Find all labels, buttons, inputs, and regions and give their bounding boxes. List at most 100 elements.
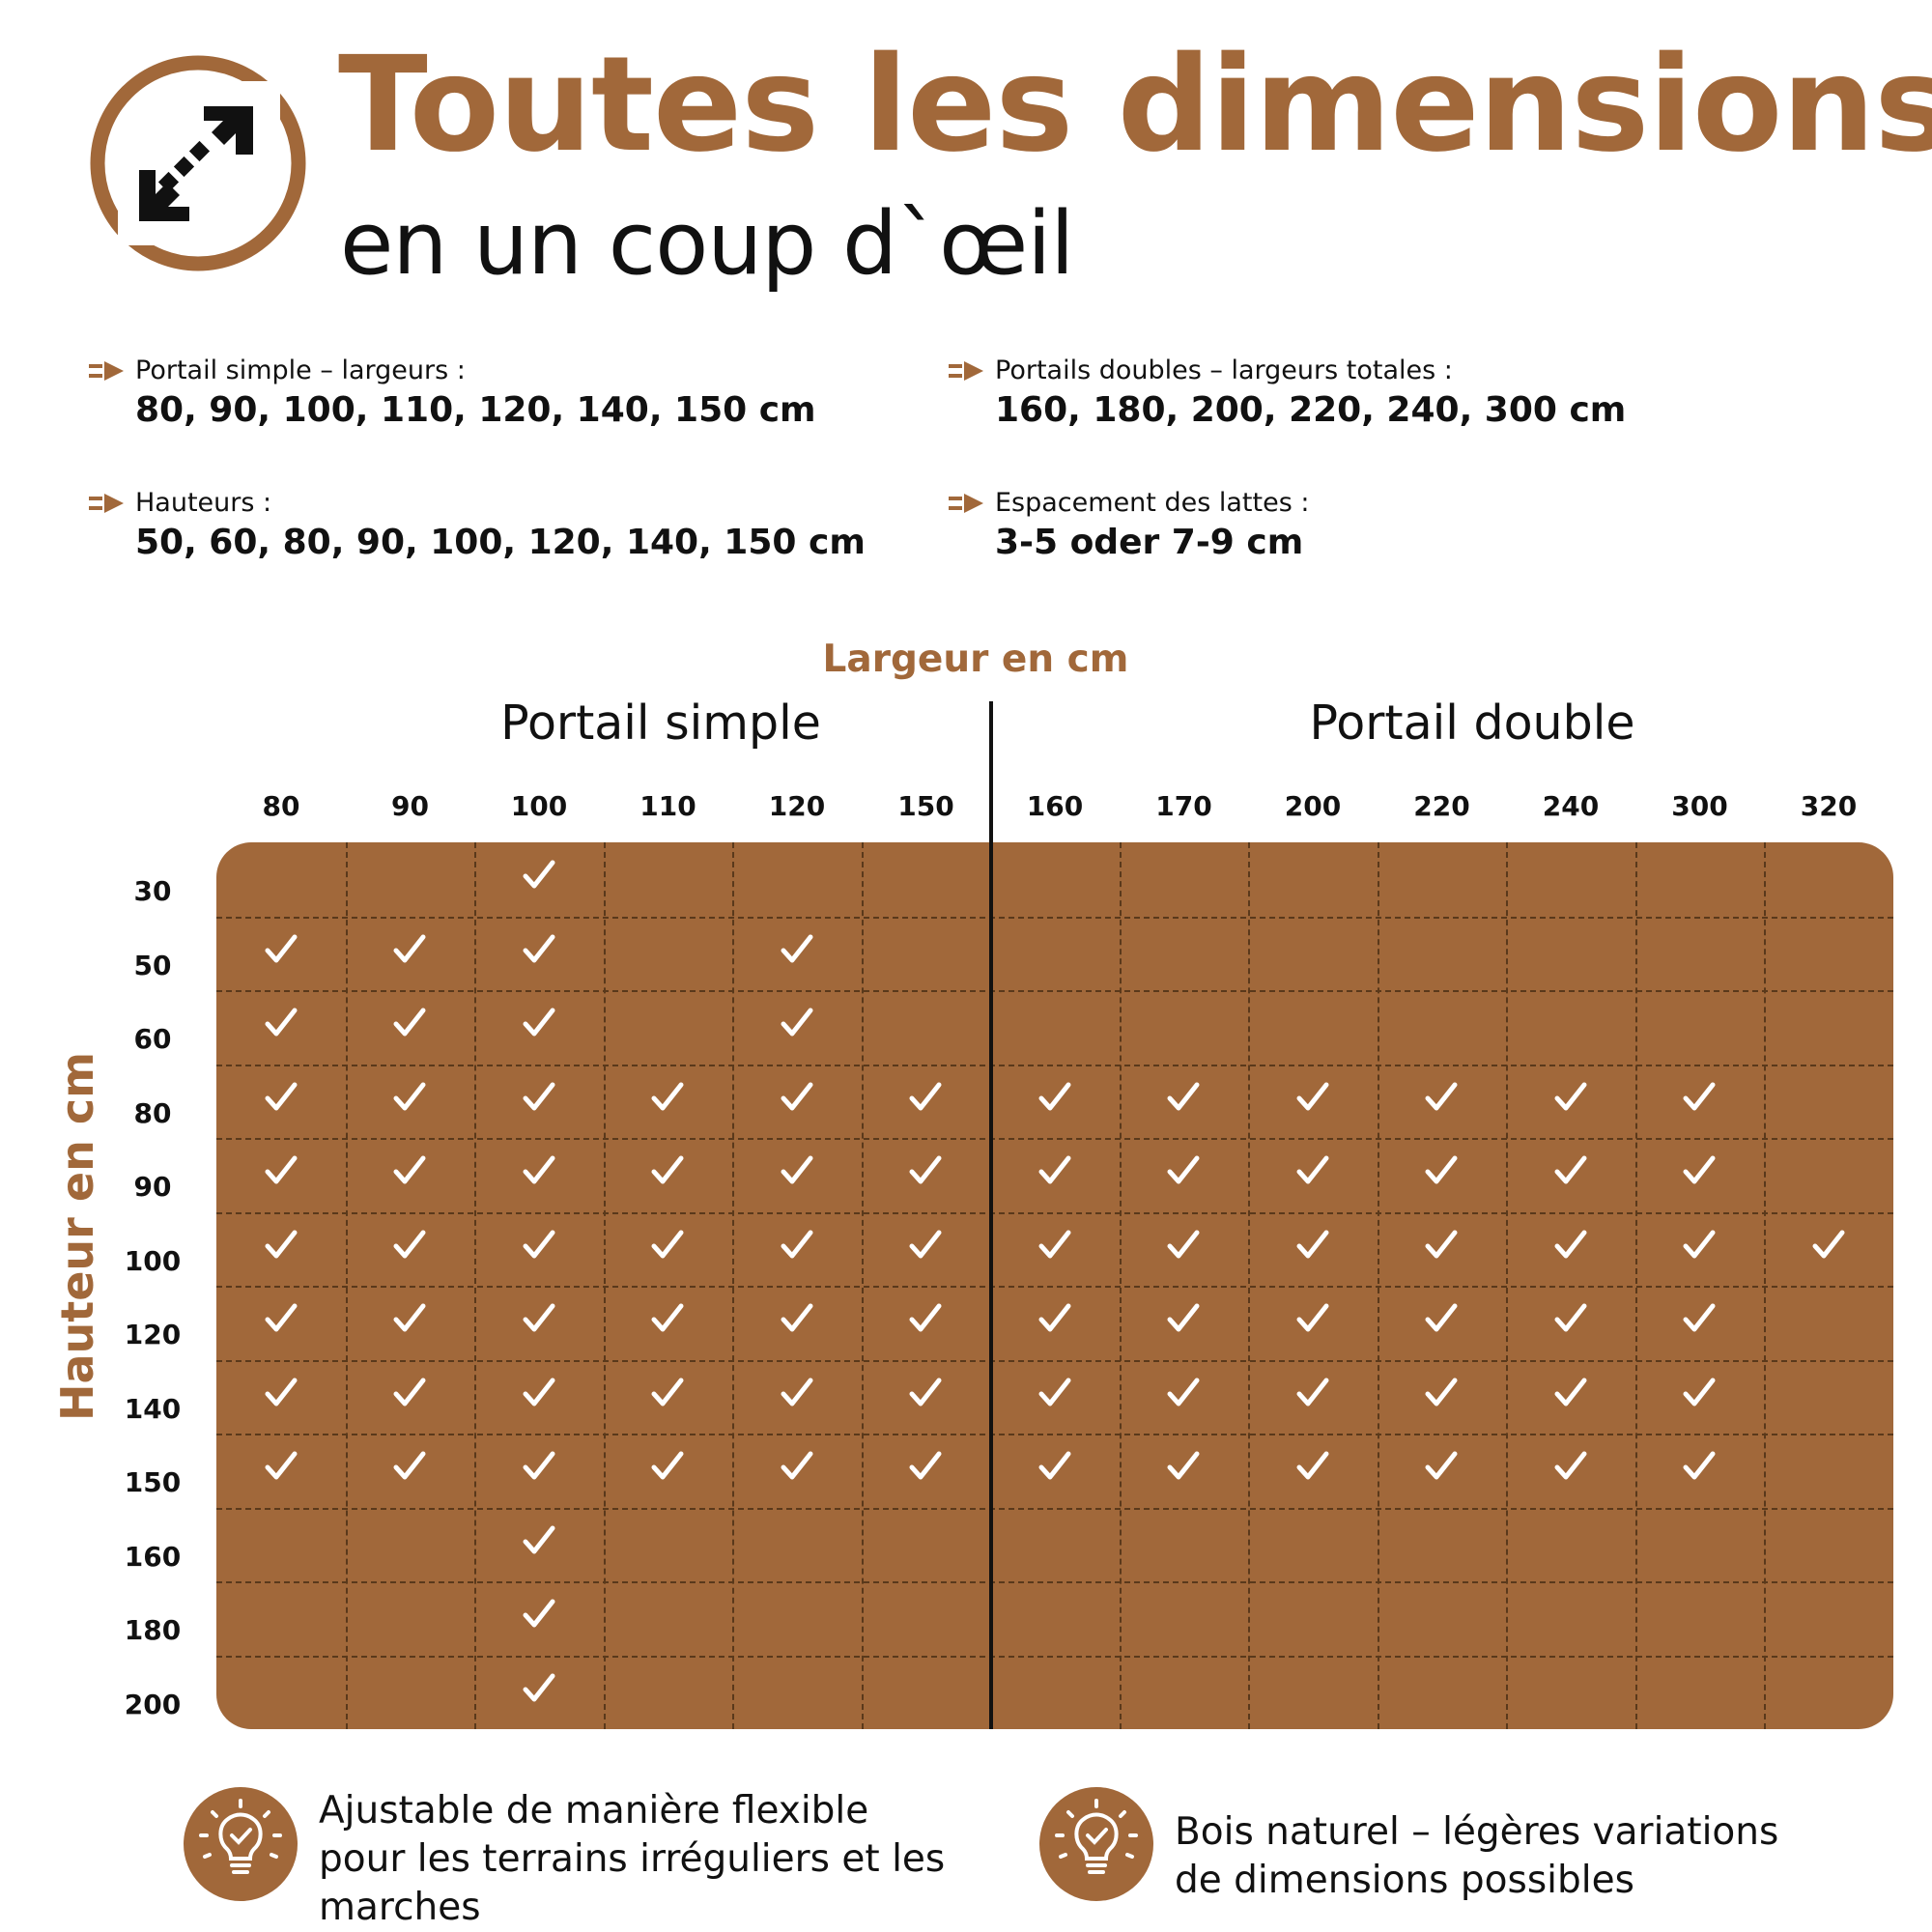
available-check-icon bbox=[1551, 1226, 1590, 1264]
available-check-icon bbox=[906, 1447, 945, 1486]
available-check-icon bbox=[1164, 1299, 1203, 1338]
available-check-icon bbox=[520, 1521, 558, 1560]
grid-row-line bbox=[216, 1211, 1893, 1214]
note-line: pour les terrains irréguliers et les bbox=[319, 1837, 946, 1881]
available-check-icon bbox=[1422, 1078, 1461, 1117]
available-check-icon bbox=[1680, 1374, 1719, 1412]
grid-row-line bbox=[216, 1359, 1893, 1362]
grid-row-line bbox=[216, 916, 1893, 919]
available-check-icon bbox=[1164, 1374, 1203, 1412]
resize-diagonal-arrows-icon bbox=[89, 54, 307, 272]
available-check-icon bbox=[1422, 1226, 1461, 1264]
row-header: 30 bbox=[133, 875, 172, 908]
lightbulb-check-icon bbox=[184, 1787, 298, 1901]
spec-value: 80, 90, 100, 110, 120, 140, 150 cm bbox=[135, 390, 816, 430]
available-check-icon bbox=[520, 1447, 558, 1486]
available-check-icon bbox=[1293, 1078, 1332, 1117]
available-check-icon bbox=[390, 1374, 429, 1412]
spec-label: Hauteurs : bbox=[135, 488, 272, 518]
column-header: 80 bbox=[262, 790, 300, 822]
available-check-icon bbox=[1164, 1447, 1203, 1486]
column-header: 240 bbox=[1542, 790, 1600, 822]
available-check-icon bbox=[1293, 1374, 1332, 1412]
column-header: 120 bbox=[768, 790, 826, 822]
group-double-label: Portail double bbox=[1309, 696, 1635, 751]
note-line: Bois naturel – légères variations bbox=[1175, 1810, 1779, 1854]
note-text: Ajustable de manière flexible pour les t… bbox=[319, 1787, 945, 1932]
available-check-icon bbox=[906, 1078, 945, 1117]
available-check-icon bbox=[906, 1151, 945, 1190]
column-header: 220 bbox=[1413, 790, 1470, 822]
available-check-icon bbox=[1293, 1299, 1332, 1338]
available-check-icon bbox=[262, 1004, 300, 1042]
available-check-icon bbox=[1551, 1299, 1590, 1338]
grid-row-line bbox=[216, 1581, 1893, 1583]
available-check-icon bbox=[520, 1595, 558, 1634]
available-check-icon bbox=[390, 1151, 429, 1190]
spec-label: Portails doubles – largeurs totales : bbox=[995, 355, 1453, 385]
grid-row-line bbox=[216, 990, 1893, 992]
grid-row-line bbox=[216, 1138, 1893, 1140]
available-check-icon bbox=[262, 1374, 300, 1412]
row-header: 120 bbox=[124, 1319, 182, 1351]
available-check-icon bbox=[1422, 1447, 1461, 1486]
available-check-icon bbox=[778, 1374, 816, 1412]
page-subtitle: en un coup d`œil bbox=[340, 193, 1074, 295]
available-check-icon bbox=[1422, 1374, 1461, 1412]
available-check-icon bbox=[778, 1447, 816, 1486]
available-check-icon bbox=[390, 1226, 429, 1264]
available-check-icon bbox=[520, 856, 558, 895]
available-check-icon bbox=[390, 1004, 429, 1042]
available-check-icon bbox=[1680, 1226, 1719, 1264]
available-check-icon bbox=[262, 930, 300, 969]
available-check-icon bbox=[1036, 1299, 1074, 1338]
available-check-icon bbox=[1422, 1299, 1461, 1338]
row-header: 60 bbox=[133, 1023, 172, 1056]
available-check-icon bbox=[1809, 1226, 1848, 1264]
available-check-icon bbox=[1551, 1447, 1590, 1486]
available-check-icon bbox=[648, 1374, 687, 1412]
available-check-icon bbox=[520, 1151, 558, 1190]
available-check-icon bbox=[262, 1299, 300, 1338]
row-header: 160 bbox=[124, 1540, 182, 1573]
column-header: 300 bbox=[1671, 790, 1728, 822]
available-check-icon bbox=[1422, 1151, 1461, 1190]
width-axis-label: Largeur en cm bbox=[822, 638, 1129, 681]
row-header: 90 bbox=[133, 1171, 172, 1204]
lightbulb-check-icon bbox=[1039, 1787, 1153, 1901]
height-axis-label: Hauteur en cm bbox=[51, 1051, 103, 1422]
row-header: 140 bbox=[124, 1392, 182, 1425]
available-check-icon bbox=[906, 1299, 945, 1338]
available-check-icon bbox=[1680, 1299, 1719, 1338]
available-check-icon bbox=[648, 1226, 687, 1264]
note-line: de dimensions possibles bbox=[1175, 1859, 1634, 1902]
grid-row-line bbox=[216, 1434, 1893, 1435]
available-check-icon bbox=[520, 1004, 558, 1042]
grid-row-line bbox=[216, 1655, 1893, 1658]
column-header: 170 bbox=[1155, 790, 1212, 822]
available-check-icon bbox=[778, 1078, 816, 1117]
spec-label: Portail simple – largeurs : bbox=[135, 355, 466, 385]
spec-label: Espacement des lattes : bbox=[995, 488, 1310, 518]
column-header: 100 bbox=[510, 790, 568, 822]
available-check-icon bbox=[520, 1669, 558, 1708]
available-check-icon bbox=[390, 930, 429, 969]
available-check-icon bbox=[390, 1078, 429, 1117]
available-check-icon bbox=[648, 1078, 687, 1117]
available-check-icon bbox=[1680, 1447, 1719, 1486]
available-check-icon bbox=[1680, 1151, 1719, 1190]
available-check-icon bbox=[520, 1226, 558, 1264]
available-check-icon bbox=[520, 1078, 558, 1117]
available-check-icon bbox=[1036, 1078, 1074, 1117]
available-check-icon bbox=[1293, 1226, 1332, 1264]
available-check-icon bbox=[1036, 1151, 1074, 1190]
arrow-right-icon bbox=[89, 494, 124, 513]
group-simple-label: Portail simple bbox=[500, 696, 821, 751]
row-header: 80 bbox=[133, 1096, 172, 1129]
available-check-icon bbox=[262, 1447, 300, 1486]
available-check-icon bbox=[1293, 1151, 1332, 1190]
row-header: 180 bbox=[124, 1614, 182, 1647]
available-check-icon bbox=[1551, 1078, 1590, 1117]
available-check-icon bbox=[778, 1004, 816, 1042]
spec-value: 50, 60, 80, 90, 100, 120, 140, 150 cm bbox=[135, 523, 866, 562]
